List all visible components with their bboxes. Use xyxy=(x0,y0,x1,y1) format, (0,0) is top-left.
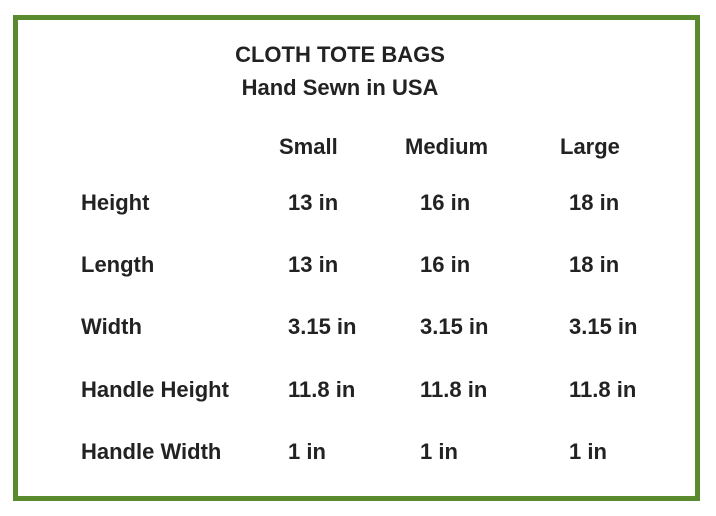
cell-value: 11.8 in xyxy=(288,377,356,402)
column-header-small: Small xyxy=(279,134,338,159)
cell-value: 11.8 in xyxy=(569,377,637,402)
column-header-large: Large xyxy=(560,134,620,159)
cell-value: 1 in xyxy=(569,439,607,464)
column-header-medium: Medium xyxy=(405,134,489,159)
cell-value: 1 in xyxy=(288,439,326,464)
row-label: Width xyxy=(81,314,142,339)
cell-value: 13 in xyxy=(288,252,339,277)
size-chart-frame xyxy=(13,15,700,501)
cell-value: 16 in xyxy=(420,252,471,277)
row-label: Height xyxy=(81,190,150,215)
chart-subtitle: Hand Sewn in USA xyxy=(241,75,439,100)
cell-value: 1 in xyxy=(420,439,458,464)
cell-value: 13 in xyxy=(288,190,339,215)
cell-value: 18 in xyxy=(569,252,620,277)
cell-value: 3.15 in xyxy=(569,314,638,339)
cell-value: 18 in xyxy=(569,190,620,215)
cell-value: 11.8 in xyxy=(420,377,488,402)
row-label: Length xyxy=(81,252,155,277)
cell-value: 16 in xyxy=(420,190,471,215)
row-label: Handle Width xyxy=(81,439,222,464)
row-label: Handle Height xyxy=(81,377,229,402)
chart-title: CLOTH TOTE BAGS xyxy=(235,42,445,67)
cell-value: 3.15 in xyxy=(420,314,489,339)
cell-value: 3.15 in xyxy=(288,314,357,339)
